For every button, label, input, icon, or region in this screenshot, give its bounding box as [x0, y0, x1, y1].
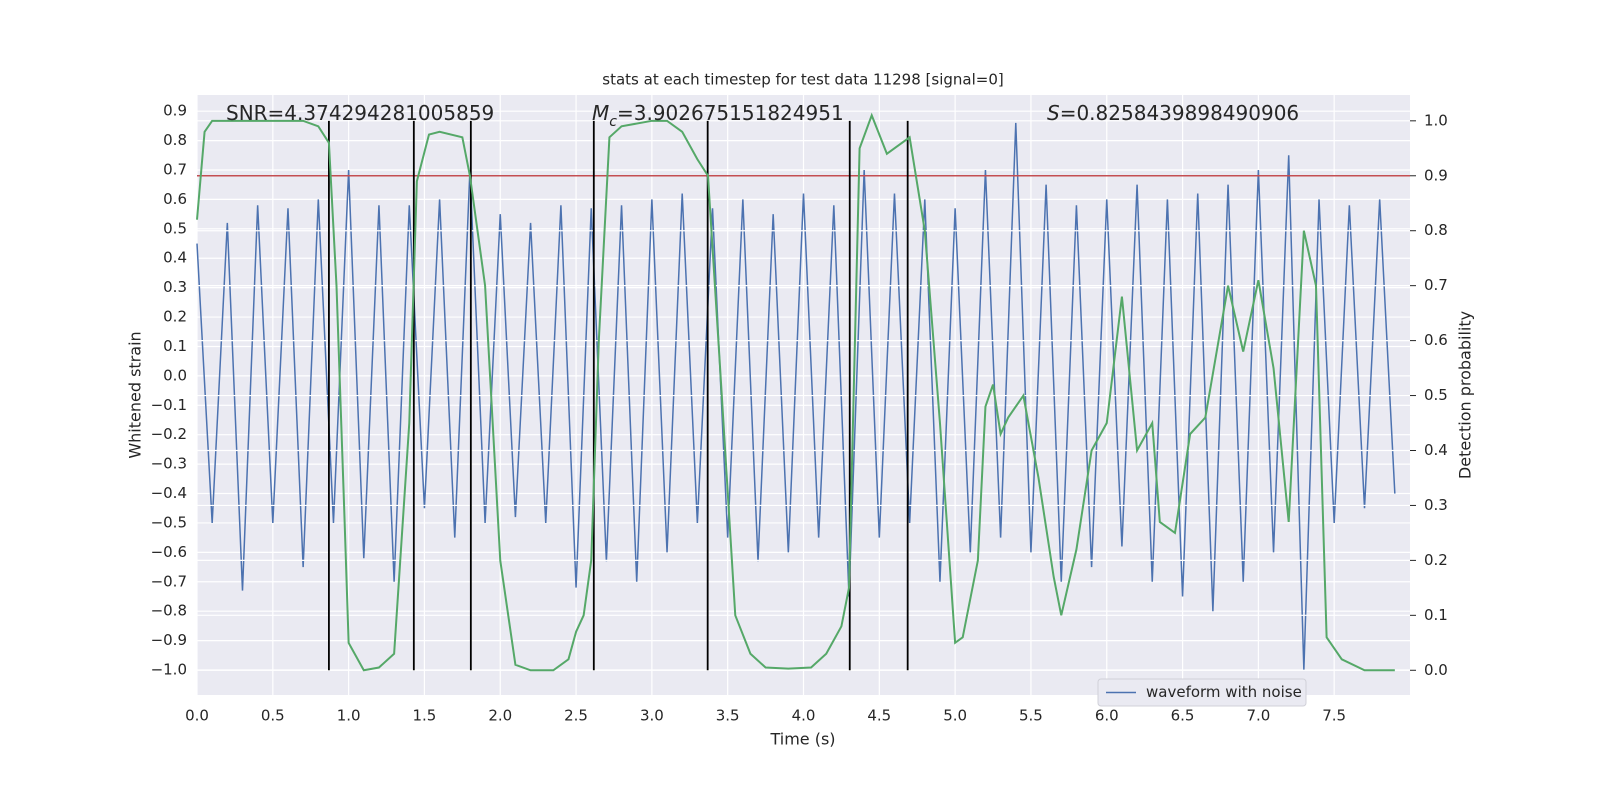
y-tick-label: 0.9 [163, 102, 187, 120]
annotation-symbol: M [592, 101, 609, 125]
y-tick-label: −0.9 [151, 631, 187, 649]
y2-axis-label: Detection probability [1456, 311, 1475, 479]
x-tick-label: 5.0 [943, 707, 967, 725]
y-tick-label: −0.6 [151, 543, 187, 561]
y-tick-label: 0.4 [163, 249, 187, 267]
x-tick-label: 4.0 [792, 707, 816, 725]
y2-tick-label: 1.0 [1424, 111, 1448, 129]
y-tick-label: −1.0 [151, 661, 187, 679]
annotation-symbol: S [1047, 101, 1060, 125]
y-tick-label: 0.1 [163, 337, 187, 355]
x-tick-label: 2.5 [564, 707, 588, 725]
x-tick-label: 2.0 [488, 707, 512, 725]
y-tick-label: −0.7 [151, 572, 187, 590]
x-tick-label: 0.0 [185, 707, 209, 725]
y2-tick-label: 0.3 [1424, 496, 1448, 514]
y-tick-label: 0.6 [163, 190, 187, 208]
y-axis-label: Whitened strain [126, 331, 145, 458]
y-tick-label: −0.1 [151, 396, 187, 414]
y-tick-label: −0.4 [151, 484, 187, 502]
y-tick-label: −0.3 [151, 455, 187, 473]
x-tick-label: 7.0 [1246, 707, 1270, 725]
y2-tick-label: 0.0 [1424, 661, 1448, 679]
annotation-text: =3.902675151824951 [617, 101, 844, 125]
x-tick-label: 1.0 [337, 707, 361, 725]
x-tick-label: 4.5 [867, 707, 891, 725]
probability-line [196, 112, 1395, 672]
y-tick-label: 0.3 [163, 278, 187, 296]
x-tick-label: 6.0 [1095, 707, 1119, 725]
legend-label: waveform with noise [1146, 683, 1302, 701]
y2-tick-label: 0.5 [1424, 386, 1448, 404]
y-tick-label: −0.5 [151, 513, 187, 531]
x-tick-label: 6.5 [1171, 707, 1195, 725]
chart-title: stats at each timestep for test data 112… [602, 71, 1003, 89]
x-tick-label: 7.5 [1322, 707, 1346, 725]
legend-box [1097, 678, 1307, 707]
y2-tick-label: 0.7 [1424, 276, 1448, 294]
y2-tick-label: 0.9 [1424, 166, 1448, 184]
x-tick-label: 1.5 [413, 707, 437, 725]
y-tick-label: −0.2 [151, 425, 187, 443]
x-axis-label: Time (s) [769, 730, 835, 749]
annotation: S=0.8258439898490906 [1047, 101, 1299, 125]
y2-tick-label: 0.2 [1424, 551, 1448, 569]
annotation-text: =0.8258439898490906 [1060, 101, 1299, 125]
waveform-line [196, 122, 1396, 671]
annotation-subscript: c [609, 114, 617, 130]
y2-tick-label: 0.1 [1424, 606, 1448, 624]
x-tick-label: 5.5 [1019, 707, 1043, 725]
y-tick-label: −0.8 [151, 602, 187, 620]
y2-tick-label: 0.6 [1424, 331, 1448, 349]
y-tick-label: 0.8 [163, 131, 187, 149]
x-tick-label: 3.5 [716, 707, 740, 725]
annotation-text: SNR=4.374294281005859 [226, 101, 494, 125]
y-tick-label: 0.7 [163, 161, 187, 179]
y2-tick-label: 0.8 [1424, 221, 1448, 239]
annotation: SNR=4.374294281005859 [226, 101, 494, 125]
y-tick-label: 0.5 [163, 219, 187, 237]
y-tick-label: 0.0 [163, 366, 187, 384]
annotation: Mc=3.902675151824951 [592, 101, 844, 131]
y-tick-label: 0.2 [163, 308, 187, 326]
y2-tick-label: 0.4 [1424, 441, 1448, 459]
x-tick-label: 3.0 [640, 707, 664, 725]
x-tick-label: 0.5 [261, 707, 285, 725]
